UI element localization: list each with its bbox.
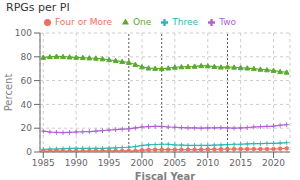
html-text:Three: Three (172, 17, 199, 27)
svg-text:2005: 2005 (163, 158, 186, 168)
svg-text:100: 100 (15, 28, 32, 38)
svg-text:Percent: Percent (8, 74, 14, 112)
svg-text:80: 80 (21, 52, 33, 62)
svg-text:2020: 2020 (262, 158, 285, 168)
svg-text:60: 60 (21, 76, 33, 86)
svg-text:40: 40 (21, 100, 33, 110)
svg-text:2010: 2010 (196, 158, 219, 168)
html-text:Two: Two (219, 17, 236, 27)
svg-text:1995: 1995 (98, 158, 121, 168)
svg-text:1985: 1985 (32, 158, 55, 168)
svg-text:2015: 2015 (229, 158, 252, 168)
html-text:RPGs per PI: RPGs per PI (6, 1, 70, 14)
svg-text:20: 20 (21, 123, 33, 133)
html-text:Four or More: Four or More (55, 17, 112, 27)
svg-text:Fiscal Year: Fiscal Year (135, 171, 196, 180)
svg-text:1990: 1990 (65, 158, 88, 168)
svg-text:2000: 2000 (131, 158, 154, 168)
html-text:One: One (133, 17, 152, 27)
svg-text:0: 0 (26, 147, 32, 157)
